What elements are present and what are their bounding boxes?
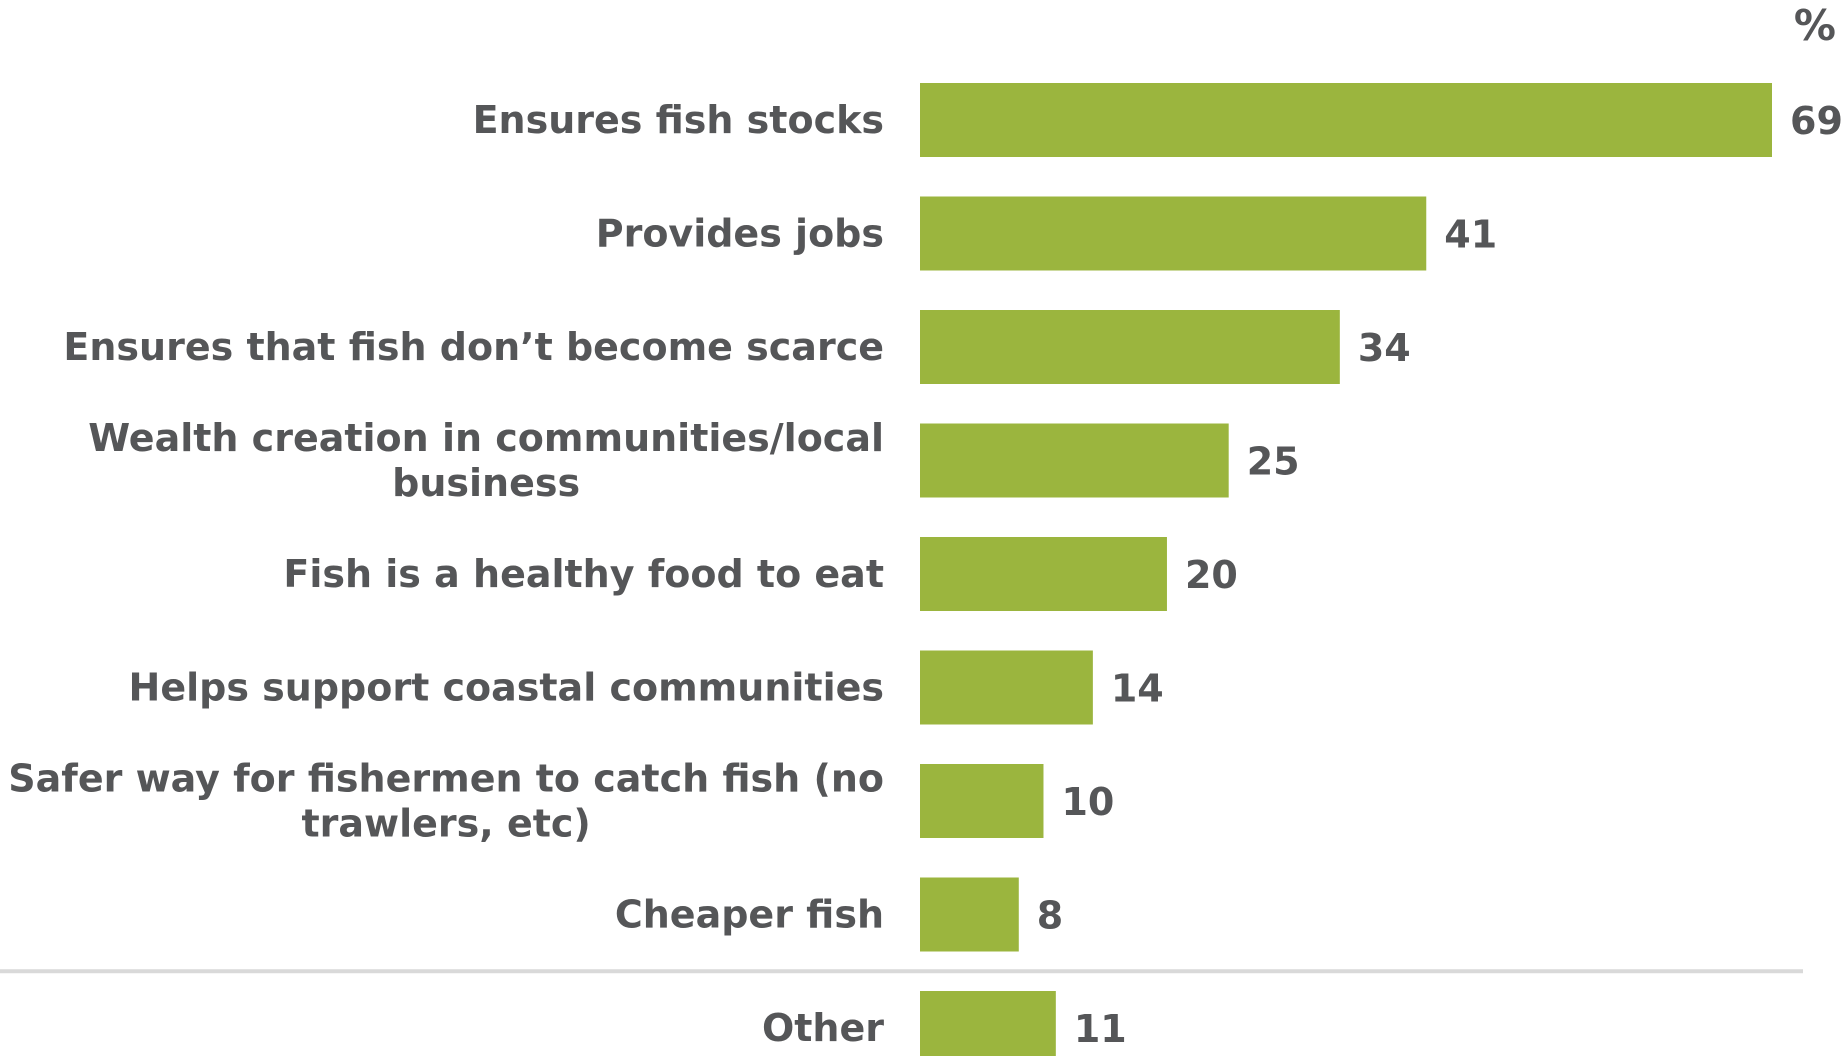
bar [920, 991, 1056, 1056]
bar [920, 423, 1229, 498]
bar [920, 650, 1093, 725]
category-label: Ensures fish stocks [473, 98, 884, 142]
value-label: 8 [1037, 894, 1063, 938]
value-label: 69 [1790, 99, 1843, 143]
category-label: Provides jobs [596, 212, 884, 256]
value-label: 25 [1247, 440, 1300, 484]
bar [920, 196, 1427, 271]
category-label-line: business [392, 461, 580, 505]
value-label: 14 [1111, 667, 1164, 711]
bar [920, 537, 1167, 611]
category-label-line: trawlers, etc) [301, 802, 590, 846]
unit-label: % [1794, 1, 1836, 50]
category-label: Safer way for fishermen to catch fish (n… [8, 757, 884, 846]
category-label: Helps support coastal communities [129, 666, 884, 710]
value-label: 11 [1074, 1007, 1127, 1051]
category-label: Fish is a healthy food to eat [283, 552, 884, 596]
category-label-line: Wealth creation in communities/local [88, 416, 884, 460]
value-label: 10 [1061, 780, 1114, 824]
category-label-line: Safer way for fishermen to catch fish (n… [8, 757, 884, 801]
value-label: 20 [1185, 553, 1238, 597]
value-label: 41 [1444, 213, 1497, 257]
bar [920, 764, 1044, 838]
bar [920, 877, 1019, 952]
bar [920, 83, 1772, 157]
category-label: Other [762, 1006, 884, 1050]
value-label: 34 [1358, 326, 1411, 370]
bar [920, 310, 1340, 384]
category-label: Ensures that fish don’t become scarce [63, 325, 884, 369]
category-label: Wealth creation in communities/local busi… [88, 416, 884, 505]
category-label: Cheaper fish [615, 893, 884, 937]
